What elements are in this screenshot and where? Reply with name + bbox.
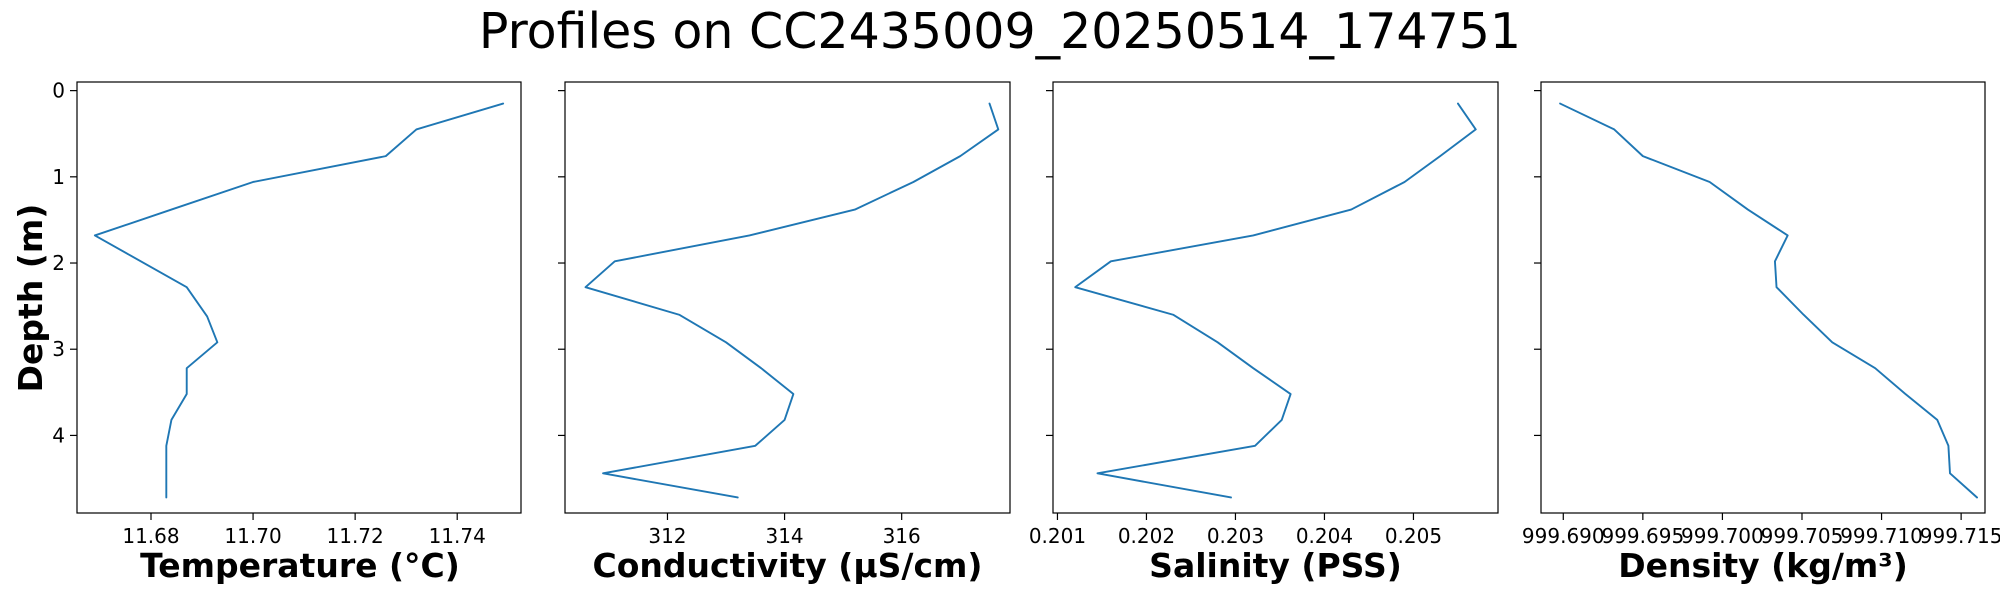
temperature-y-tick-label: 0 [52,79,65,103]
salinity-profile-line [1074,102,1477,499]
temperature-y-tick-label: 4 [52,423,65,447]
density-profile-line [1559,102,1978,499]
temperature-x-tick-label: 11.70 [224,524,281,548]
salinity-x-tick-label: 0.204 [1296,524,1353,548]
density-axes-frame [1540,81,1986,514]
density-x-tick-label: 999.695 [1601,524,1684,548]
density-axis-label: Density (kg/m³) [1618,546,1908,585]
figure-title: Profiles on CC2435009_20250514_174751 [479,3,1521,60]
salinity-axis-label: Salinity (PSS) [1149,546,1402,585]
conductivity-axis-label: Conductivity (µS/cm) [593,546,983,585]
density-x-tick-label: 999.700 [1681,524,1764,548]
salinity-x-tick-label: 0.201 [1029,524,1086,548]
conductivity-axes-frame [564,81,1011,514]
conductivity-profile-line [584,102,1000,499]
density-x-tick-label: 999.715 [1920,524,2000,548]
conductivity-panel: Conductivity (µS/cm) 312 314 316 [558,81,1011,585]
salinity-axes-frame [1052,81,1499,514]
temperature-axes-frame [76,81,522,514]
y-axis-label: Depth (m) [11,204,50,393]
conductivity-x-tick-label: 312 [648,524,686,548]
salinity-x-tick-label: 0.205 [1385,524,1442,548]
salinity-x-tick-label: 0.203 [1207,524,1264,548]
temperature-axis-label: Temperature (°C) [140,546,460,585]
salinity-x-tick-label: 0.202 [1118,524,1175,548]
density-x-tick-label: 999.690 [1522,524,1605,548]
density-x-tick-label: 999.705 [1761,524,1844,548]
temperature-x-tick-label: 11.74 [429,524,486,548]
temperature-profile-line [93,102,505,499]
conductivity-x-tick-label: 314 [765,524,803,548]
temperature-panel: Temperature (°C) 11.68 11.70 11.72 11.74 0 1 2… [52,79,522,585]
temperature-y-tick-label: 2 [52,251,65,275]
salinity-panel: Salinity (PSS) 0.201 0.202 0.203 0.204 0.205 [1029,81,1499,585]
temperature-y-tick-label: 1 [52,165,65,189]
density-panel: Density (kg/m³) 999.690999.695999.700999… [1522,81,2000,585]
temperature-y-tick-label: 3 [52,337,65,361]
conductivity-x-tick-label: 316 [883,524,921,548]
density-x-tick-label: 999.710 [1840,524,1923,548]
temperature-x-tick-label: 11.68 [122,524,179,548]
temperature-x-tick-label: 11.72 [327,524,384,548]
